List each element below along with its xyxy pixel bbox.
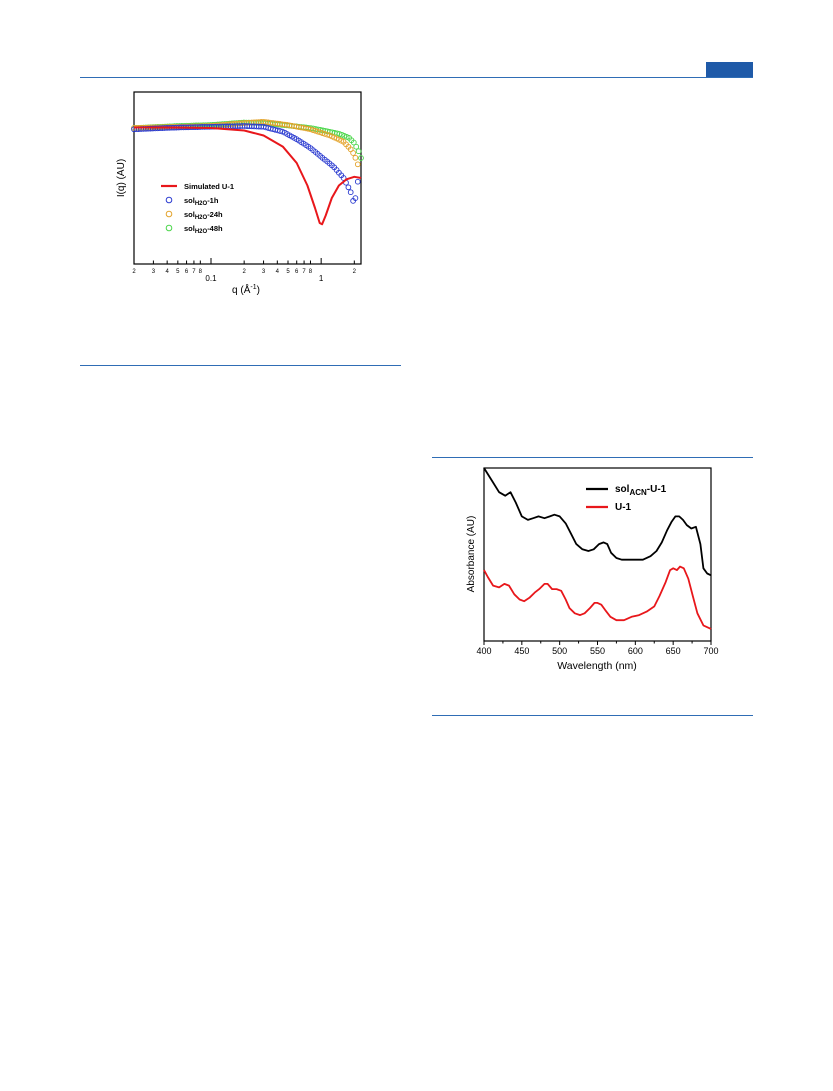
- saxs-point: [353, 143, 360, 150]
- figure-2-top-rule: [432, 457, 753, 458]
- saxs-x-tick-label-major: 0.1: [205, 274, 217, 283]
- abs-ylabel: Absorbance (AU): [466, 516, 477, 593]
- saxs-x-tick-label-minor: 5: [286, 269, 290, 275]
- saxs-x-tick-label-minor: 2: [132, 269, 136, 275]
- saxs-xlabel: q (Å-1): [232, 283, 260, 296]
- saxs-x-tick-label-minor: 7: [302, 269, 306, 275]
- legend-marker-48h: [165, 224, 173, 232]
- legend-label-acn: solACN-U-1: [615, 484, 667, 497]
- legend-marker-24h: [165, 210, 173, 218]
- saxs-x-ticks: [133, 258, 355, 264]
- saxs-x-tick-label-minor: 4: [165, 269, 169, 275]
- saxs-x-tick-labels: 2 3 4 5 6 7 80.12 3 4 5 6 7 812: [132, 269, 356, 283]
- legend-label-simulated: Simulated U-1: [184, 182, 234, 191]
- saxs-xlabel-close: ): [257, 285, 260, 296]
- saxs-x-tick-label-minor: 6: [295, 269, 299, 275]
- saxs-x-tick-label-minor: 2: [242, 269, 246, 275]
- saxs-point: [358, 155, 364, 161]
- saxs-chart: I(q) (AU) 2 3 4 5 6 7 80.12 3 4 5 6 7 812 q (Å-1) Si…: [116, 91, 364, 296]
- abs-x-tick-label: 700: [703, 646, 718, 656]
- saxs-point: [345, 184, 352, 191]
- legend-label-1h: solH2O-1h: [184, 196, 219, 207]
- absorbance-chart: Absorbance (AU) 400 450 500 550 600 650 700 Wa…: [466, 467, 719, 672]
- abs-x-tick-label: 450: [514, 646, 529, 656]
- abs-line-u1: [483, 565, 712, 630]
- saxs-x-tick-label-minor: 5: [176, 269, 180, 275]
- saxs-x-tick-label-minor: 3: [152, 269, 156, 275]
- saxs-x-tick-label-minor: 3: [262, 269, 266, 275]
- saxs-x-tick-label-minor: 8: [199, 269, 203, 275]
- header-tab: [706, 62, 753, 77]
- figure-2-bottom-rule: [432, 715, 753, 716]
- saxs-frame: [133, 91, 362, 265]
- legend-label-24h: solH2O-24h: [184, 210, 223, 221]
- saxs-point: [355, 148, 362, 155]
- saxs-x-tick-label-minor: 7: [192, 269, 196, 275]
- abs-x-tick-labels: 400 450 500 550 600 650 700: [476, 646, 718, 656]
- abs-line-acn: [483, 467, 712, 577]
- header-rule: [80, 77, 753, 78]
- saxs-ylabel: I(q) (AU): [116, 159, 127, 197]
- abs-legend: solACN-U-1 U-1: [586, 484, 667, 513]
- abs-x-tick-label: 550: [590, 646, 605, 656]
- abs-x-tick-label: 650: [666, 646, 681, 656]
- saxs-point: [352, 195, 359, 201]
- legend-label-48h: solH2O-48h: [184, 224, 223, 235]
- saxs-xlabel-main: q (Å: [232, 283, 251, 296]
- abs-x-tick-label: 500: [552, 646, 567, 656]
- saxs-xlabel-exp: -1: [250, 284, 256, 291]
- saxs-point: [347, 189, 354, 196]
- saxs-legend: Simulated U-1 solH2O-1h solH2O-24h solH2…: [161, 182, 234, 235]
- saxs-point: [336, 131, 343, 137]
- abs-x-tick-label: 400: [476, 646, 491, 656]
- saxs-x-tick-label-minor: 2: [353, 269, 357, 275]
- saxs-x-tick-label-minor: 4: [276, 269, 280, 275]
- saxs-line-simulated: [134, 126, 362, 226]
- saxs-x-tick-label-minor: 8: [309, 269, 313, 275]
- saxs-point: [350, 150, 356, 156]
- saxs-point: [354, 178, 361, 185]
- legend-marker-1h: [165, 196, 173, 204]
- abs-x-tick-label: 600: [628, 646, 643, 656]
- saxs-point: [352, 154, 359, 161]
- saxs-x-tick-label-major: 1: [319, 274, 324, 283]
- legend-label-u1: U-1: [615, 502, 632, 513]
- abs-x-ticks: [483, 641, 712, 645]
- abs-xlabel: Wavelength (nm): [557, 660, 637, 672]
- abs-series: [483, 467, 712, 630]
- abs-frame: [483, 467, 712, 642]
- saxs-point: [277, 128, 283, 134]
- saxs-point: [354, 161, 361, 168]
- saxs-x-tick-label-minor: 6: [185, 269, 189, 275]
- saxs-series: [131, 118, 364, 226]
- saxs-point: [350, 139, 357, 146]
- figure-1-bottom-rule: [80, 365, 401, 366]
